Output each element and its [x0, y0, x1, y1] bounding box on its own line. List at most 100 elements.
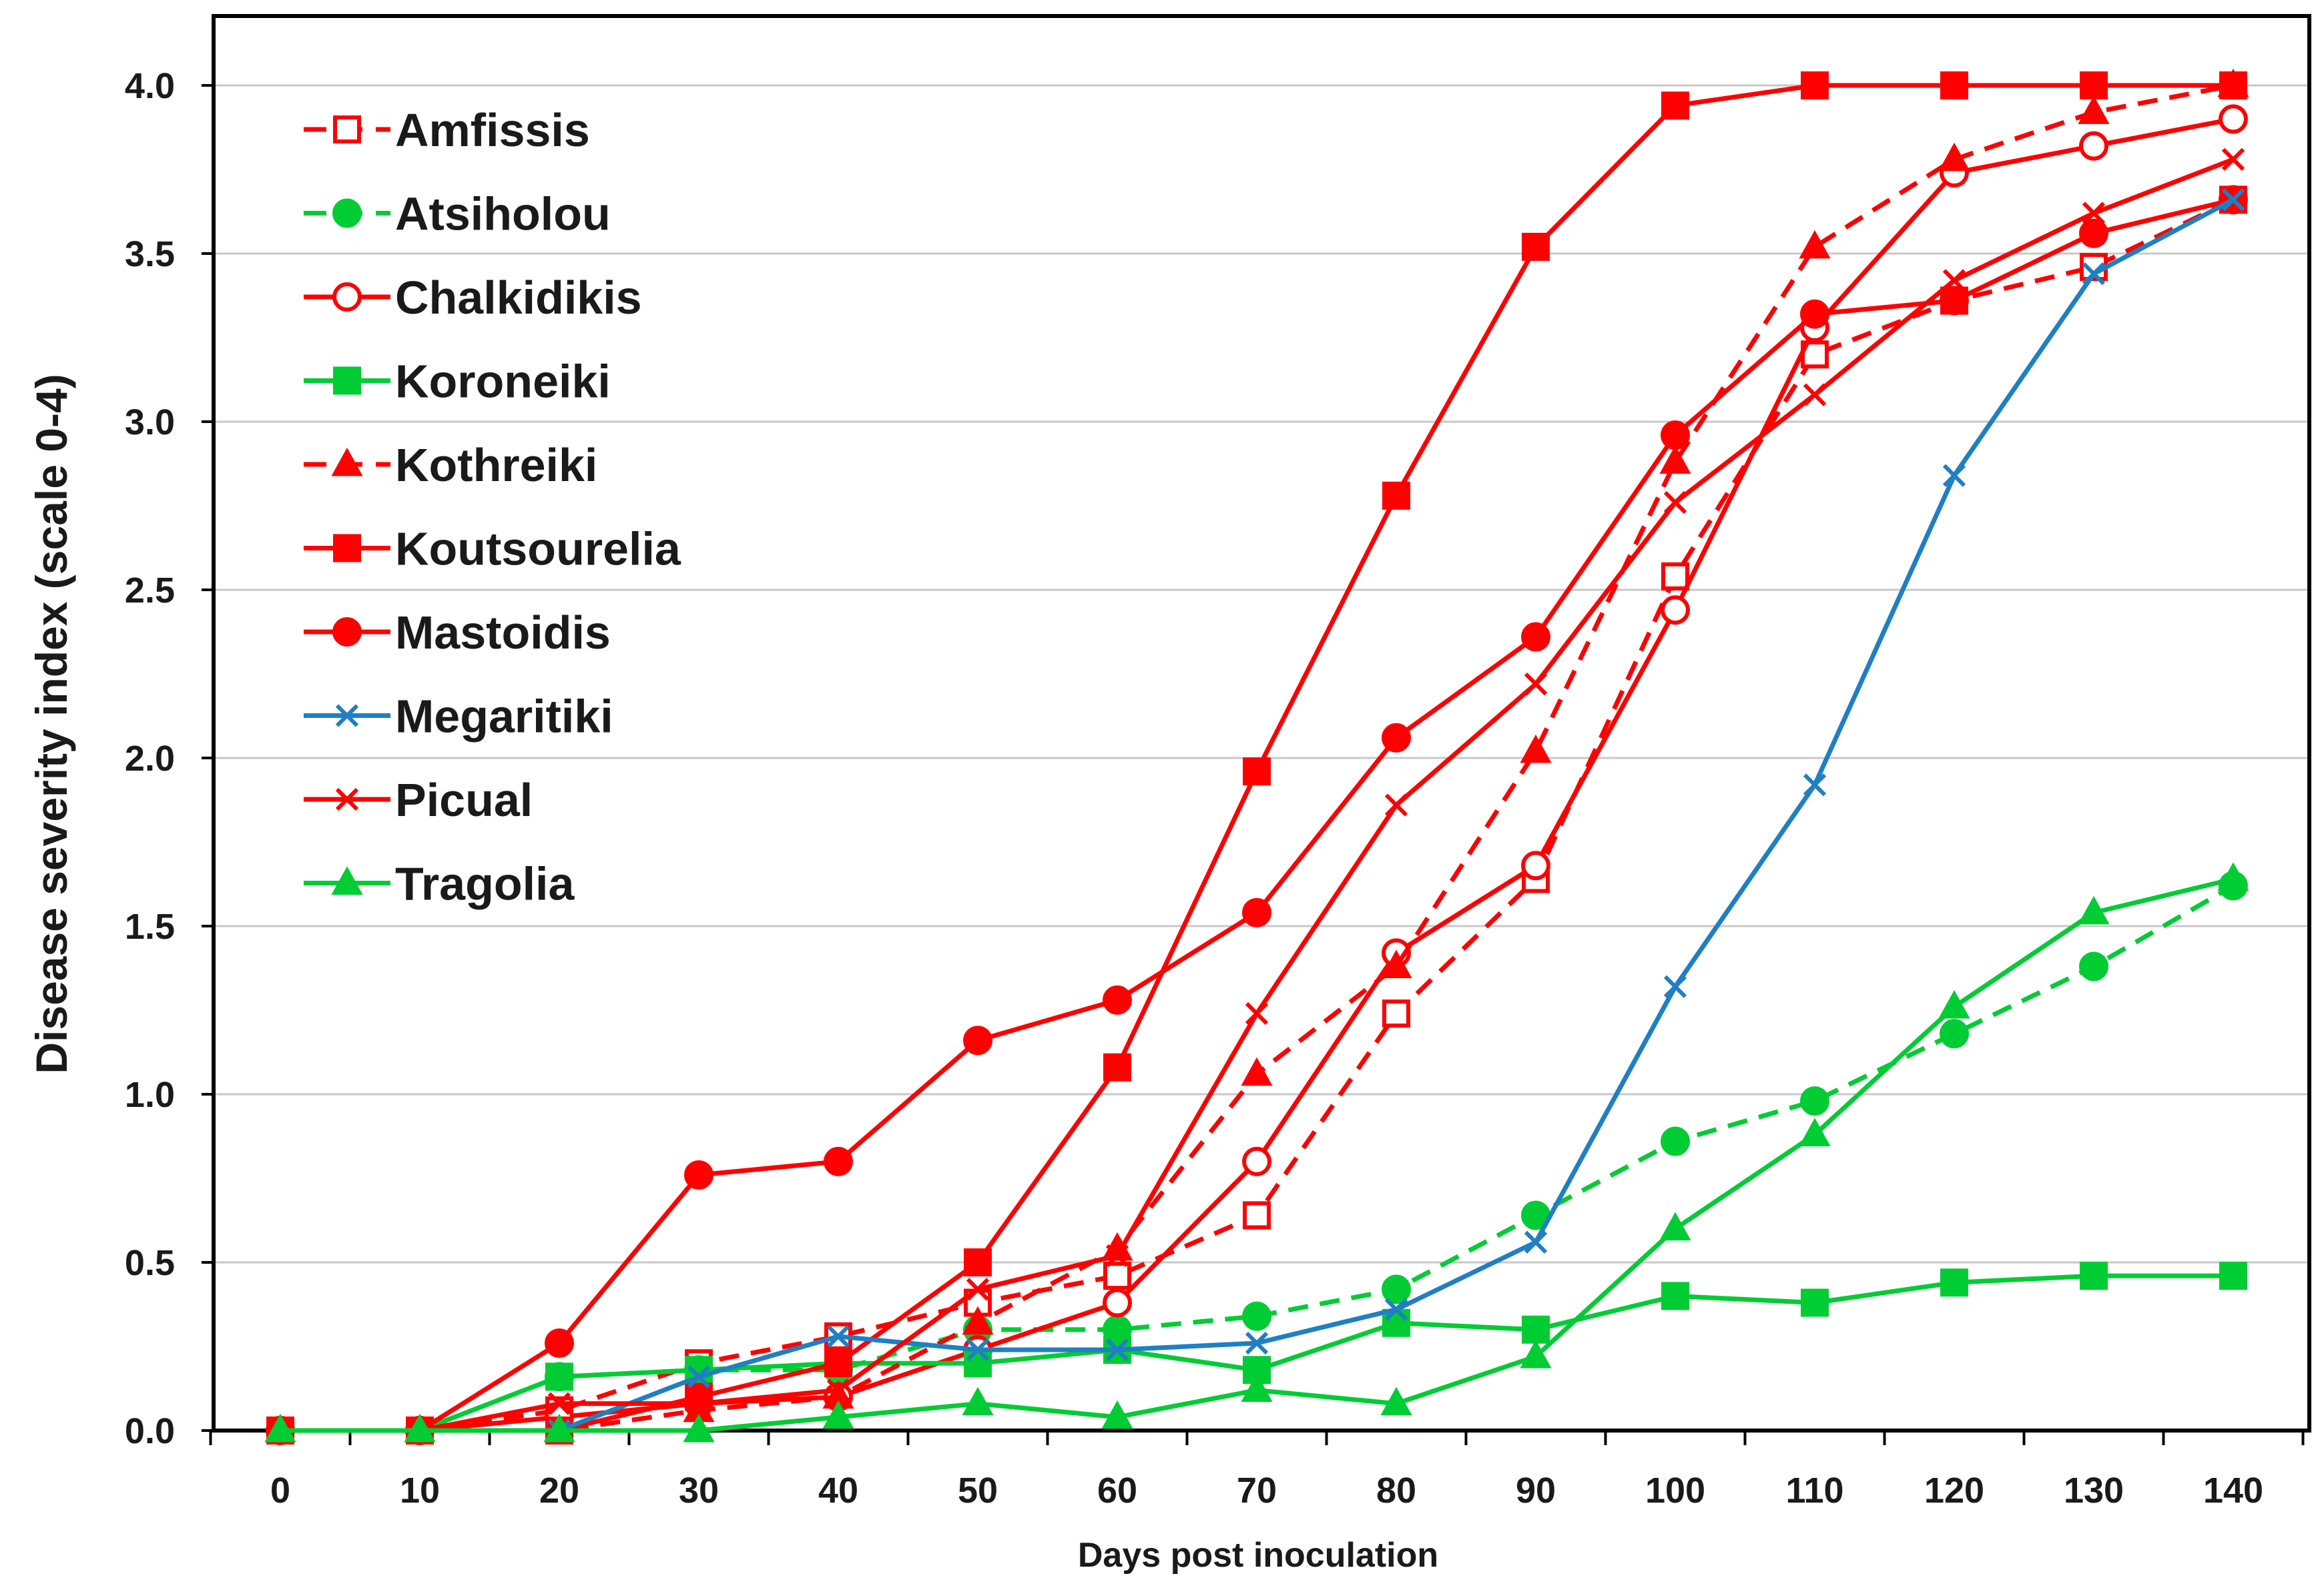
data-point-koutsourelia: [824, 1349, 852, 1378]
legend-label-picual: Picual: [395, 774, 533, 826]
data-point-atsiholou: [1382, 1274, 1411, 1304]
data-point-mastoidis: [1661, 420, 1690, 450]
data-point-picual: [1524, 672, 1548, 696]
data-point-mastoidis: [1242, 897, 1271, 927]
data-point-picual: [1245, 1002, 1269, 1026]
data-point-tragolia: [404, 1413, 436, 1443]
data-point-koutsourelia: [1382, 481, 1410, 510]
axis-ticks: [202, 84, 2305, 1445]
data-point-megaritiki: [1663, 975, 1687, 998]
data-point-mastoidis: [963, 1026, 992, 1056]
data-point-megaritiki: [966, 1338, 990, 1362]
data-point-mastoidis: [1103, 985, 1132, 1015]
y-tick-label: 1.5: [125, 907, 175, 947]
data-point-tragolia: [962, 1386, 994, 1416]
data-point-tragolia: [1241, 1373, 1273, 1403]
data-point-picual: [826, 1378, 850, 1402]
legend-item-amfissis: Amfissis: [304, 104, 590, 156]
x-tick-label: 140: [2203, 1471, 2263, 1511]
legend-marker-koutsourelia: [333, 534, 361, 562]
legend-item-atsiholou: Atsiholou: [304, 188, 611, 240]
data-point-tragolia: [1938, 989, 1970, 1019]
legend-label-amfissis: Amfissis: [395, 104, 590, 156]
legend-label-koutsourelia: Koutsourelia: [395, 523, 681, 575]
legend-item-picual: Picual: [304, 774, 533, 826]
data-point-koutsourelia: [1940, 71, 1968, 99]
x-tick-label: 100: [1645, 1471, 1705, 1511]
data-point-tragolia: [1380, 1386, 1412, 1416]
legend-marker-atsiholou: [332, 198, 362, 228]
data-point-koroneiki: [2080, 1262, 2108, 1290]
data-point-koroneiki: [1940, 1268, 1968, 1297]
legend-label-mastoidis: Mastoidis: [395, 607, 611, 659]
legend-marker-megaritiki: [335, 704, 359, 727]
legend-item-kothreiki: Kothreiki: [304, 439, 597, 491]
data-point-amfissis: [1243, 1201, 1271, 1230]
data-point-tragolia: [1659, 1212, 1691, 1241]
x-tick-label: 130: [2064, 1471, 2124, 1511]
data-point-koroneiki: [1661, 1282, 1689, 1310]
y-tick-label: 1.0: [125, 1075, 175, 1115]
legend-label-atsiholou: Atsiholou: [395, 188, 611, 240]
y-tick-label: 0.5: [125, 1243, 175, 1283]
data-point-koroneiki: [545, 1362, 573, 1391]
x-tick-label: 50: [958, 1471, 998, 1511]
y-tick-label: 2.5: [125, 570, 175, 611]
data-point-atsiholou: [1800, 1086, 1829, 1116]
data-point-atsiholou: [2079, 951, 2108, 981]
data-point-megaritiki: [1384, 1298, 1408, 1321]
data-point-koroneiki: [964, 1349, 992, 1378]
legend-label-tragolia: Tragolia: [395, 858, 575, 910]
legend-label-chalkidikis: Chalkidikis: [395, 272, 642, 324]
y-tick-label: 4.0: [125, 66, 175, 106]
data-point-kothreiki: [1799, 230, 1831, 259]
data-point-mastoidis: [684, 1160, 713, 1190]
data-point-kothreiki: [1380, 949, 1412, 978]
data-point-tragolia: [543, 1413, 575, 1443]
data-point-tragolia: [1799, 1118, 1831, 1146]
x-tick-label: 20: [539, 1471, 579, 1511]
data-point-megaritiki: [1105, 1338, 1129, 1362]
data-point-mastoidis: [824, 1146, 853, 1176]
data-point-megaritiki: [2082, 262, 2106, 286]
data-point-koutsourelia: [1801, 71, 1829, 99]
data-point-koroneiki: [1801, 1288, 1829, 1317]
data-point-mastoidis: [1800, 299, 1829, 329]
x-axis-title: Days post inoculation: [1078, 1536, 1438, 1575]
data-point-megaritiki: [1942, 464, 1966, 487]
data-point-atsiholou: [1242, 1301, 1271, 1331]
data-point-koroneiki: [1522, 1315, 1550, 1344]
legend-marker-tragolia: [331, 866, 363, 895]
data-point-picual: [1663, 490, 1687, 514]
data-point-picual: [1942, 269, 1966, 292]
data-point-kothreiki: [1938, 142, 1970, 171]
data-point-megaritiki: [2221, 188, 2245, 212]
x-tick-label: 0: [270, 1471, 290, 1511]
x-tick-label: 80: [1376, 1471, 1416, 1511]
legend-item-koutsourelia: Koutsourelia: [304, 523, 681, 575]
data-point-amfissis: [1661, 562, 1689, 590]
data-point-mastoidis: [1382, 723, 1411, 753]
data-point-koutsourelia: [1243, 757, 1271, 786]
legend-item-mastoidis: Mastoidis: [304, 607, 611, 659]
x-tick-label: 70: [1237, 1471, 1277, 1511]
legend-marker-mastoidis: [332, 617, 362, 647]
data-point-tragolia: [1101, 1400, 1133, 1429]
data-point-megaritiki: [1524, 1230, 1548, 1254]
legend-marker-chalkidikis: [332, 282, 362, 312]
data-point-koutsourelia: [964, 1248, 992, 1276]
y-tick-label: 0.0: [125, 1411, 175, 1451]
data-point-atsiholou: [1661, 1126, 1690, 1156]
legend-item-megaritiki: Megaritiki: [304, 691, 613, 743]
data-point-atsiholou: [1940, 1019, 1969, 1049]
x-tick-label: 40: [818, 1471, 858, 1511]
data-point-picual: [2221, 147, 2245, 171]
data-point-tragolia: [264, 1413, 296, 1443]
plot-area-border: [212, 14, 2311, 1433]
data-point-picual: [1105, 1244, 1129, 1268]
data-point-chalkidikis: [2219, 104, 2248, 134]
data-point-kothreiki: [2078, 95, 2110, 124]
x-tick-label: 120: [1924, 1471, 1984, 1511]
data-point-mastoidis: [1940, 286, 1969, 316]
